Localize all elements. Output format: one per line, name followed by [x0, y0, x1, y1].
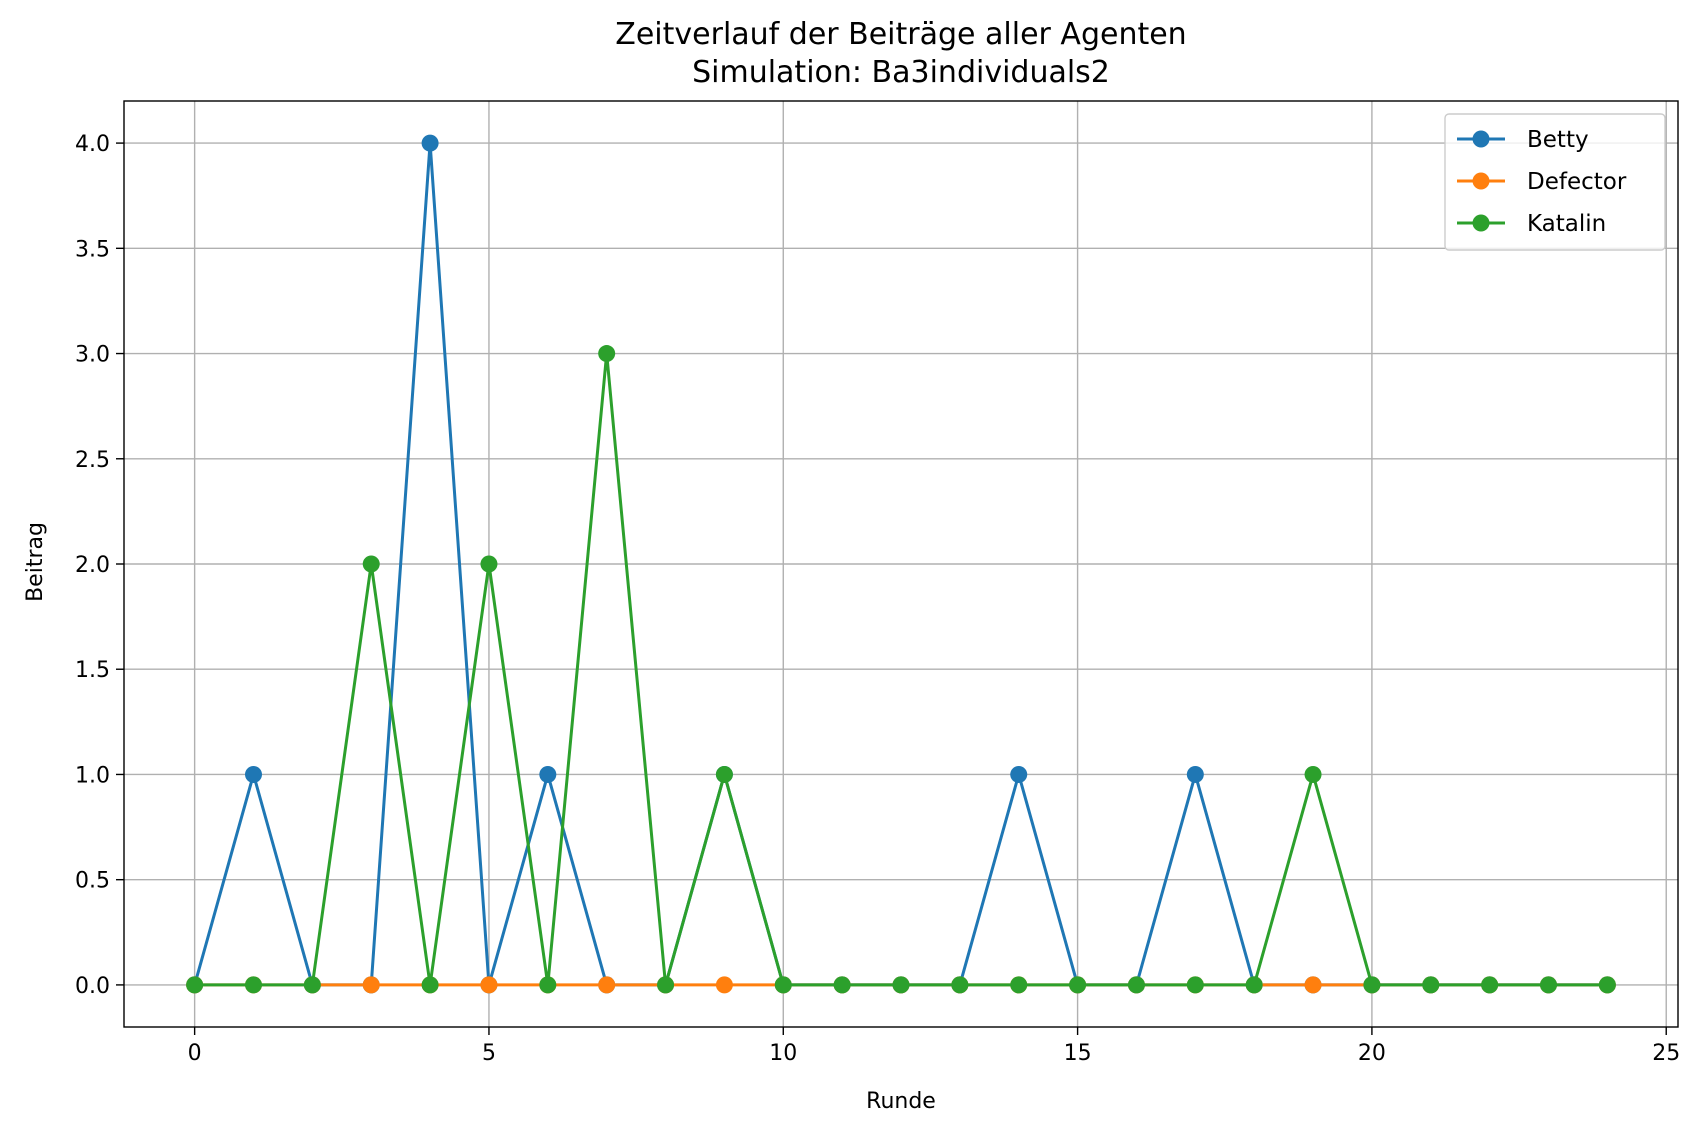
series-katalin [186, 345, 1616, 994]
data-point-katalin [362, 555, 380, 573]
legend-marker [1472, 130, 1490, 148]
data-point-katalin [892, 976, 910, 994]
chart-title: Zeitverlauf der Beiträge aller Agenten [615, 17, 1186, 52]
data-point-katalin [1481, 976, 1499, 994]
data-point-betty [1010, 765, 1028, 783]
legend-item: Katalin [1457, 211, 1606, 237]
axis-ticks: 0 5 10 15 20 25 0.0 0.5 1.0 1.5 2.0 2.5 3.0 3.5 4.0 [75, 132, 1680, 1066]
data-point-defector [598, 976, 616, 994]
data-point-katalin [1540, 976, 1557, 994]
legend-item: Defector [1457, 169, 1627, 195]
series-group [186, 134, 1616, 994]
data-point-defector [1304, 976, 1322, 994]
legend-marker [1472, 172, 1490, 190]
y-tick-label: 0.0 [75, 974, 110, 999]
x-axis-label: Runde [866, 1089, 936, 1114]
legend-label: Defector [1527, 169, 1627, 195]
data-point-betty [245, 765, 262, 783]
data-point-katalin [303, 976, 321, 994]
legend-label: Betty [1527, 127, 1589, 153]
grid [124, 101, 1678, 1027]
y-tick-label: 2.5 [75, 448, 110, 473]
data-point-katalin [421, 976, 439, 994]
legend: Betty Defector Katalin [1444, 113, 1666, 251]
data-point-katalin [833, 976, 851, 994]
data-point-betty [421, 134, 439, 152]
legend-label: Katalin [1527, 211, 1606, 237]
data-point-defector [362, 976, 380, 994]
y-tick-label: 3.5 [75, 237, 110, 262]
data-point-katalin [1245, 976, 1263, 994]
chart-subtitle: Simulation: Ba3individuals2 [692, 55, 1110, 90]
x-tick-label: 15 [1064, 1041, 1092, 1066]
x-tick-label: 5 [482, 1041, 496, 1066]
data-point-katalin [480, 555, 498, 573]
data-point-katalin [1010, 976, 1028, 994]
data-point-betty [539, 765, 557, 783]
data-point-katalin [539, 976, 557, 994]
legend-box [1444, 113, 1666, 251]
legend-marker [1472, 214, 1490, 232]
data-point-defector [480, 976, 498, 994]
y-axis-label: Beitrag [23, 522, 48, 602]
y-tick-label: 2.0 [75, 553, 110, 578]
data-point-katalin [598, 345, 616, 363]
data-point-katalin [657, 976, 675, 994]
data-point-katalin [715, 765, 733, 783]
data-point-katalin [1598, 976, 1616, 994]
data-point-katalin [774, 976, 792, 994]
y-tick-label: 1.5 [75, 658, 110, 683]
x-tick-label: 20 [1358, 1041, 1386, 1066]
y-tick-label: 0.5 [75, 869, 110, 894]
data-point-katalin [1069, 976, 1087, 994]
data-point-katalin [1186, 976, 1204, 994]
data-point-katalin [951, 976, 969, 994]
data-point-katalin [1127, 976, 1145, 994]
x-tick-label: 25 [1652, 1041, 1680, 1066]
y-tick-label: 3.0 [75, 343, 110, 368]
y-tick-label: 4.0 [75, 132, 110, 157]
data-point-betty [1186, 765, 1204, 783]
x-tick-label: 10 [769, 1041, 797, 1066]
data-point-katalin [186, 976, 204, 994]
data-point-katalin [1422, 976, 1440, 994]
y-tick-label: 1.0 [75, 763, 110, 788]
legend-item: Betty [1457, 127, 1589, 153]
x-tick-label: 0 [188, 1041, 202, 1066]
data-point-katalin [1304, 765, 1322, 783]
data-point-katalin [1363, 976, 1381, 994]
data-point-defector [715, 976, 733, 994]
data-point-katalin [245, 976, 262, 994]
